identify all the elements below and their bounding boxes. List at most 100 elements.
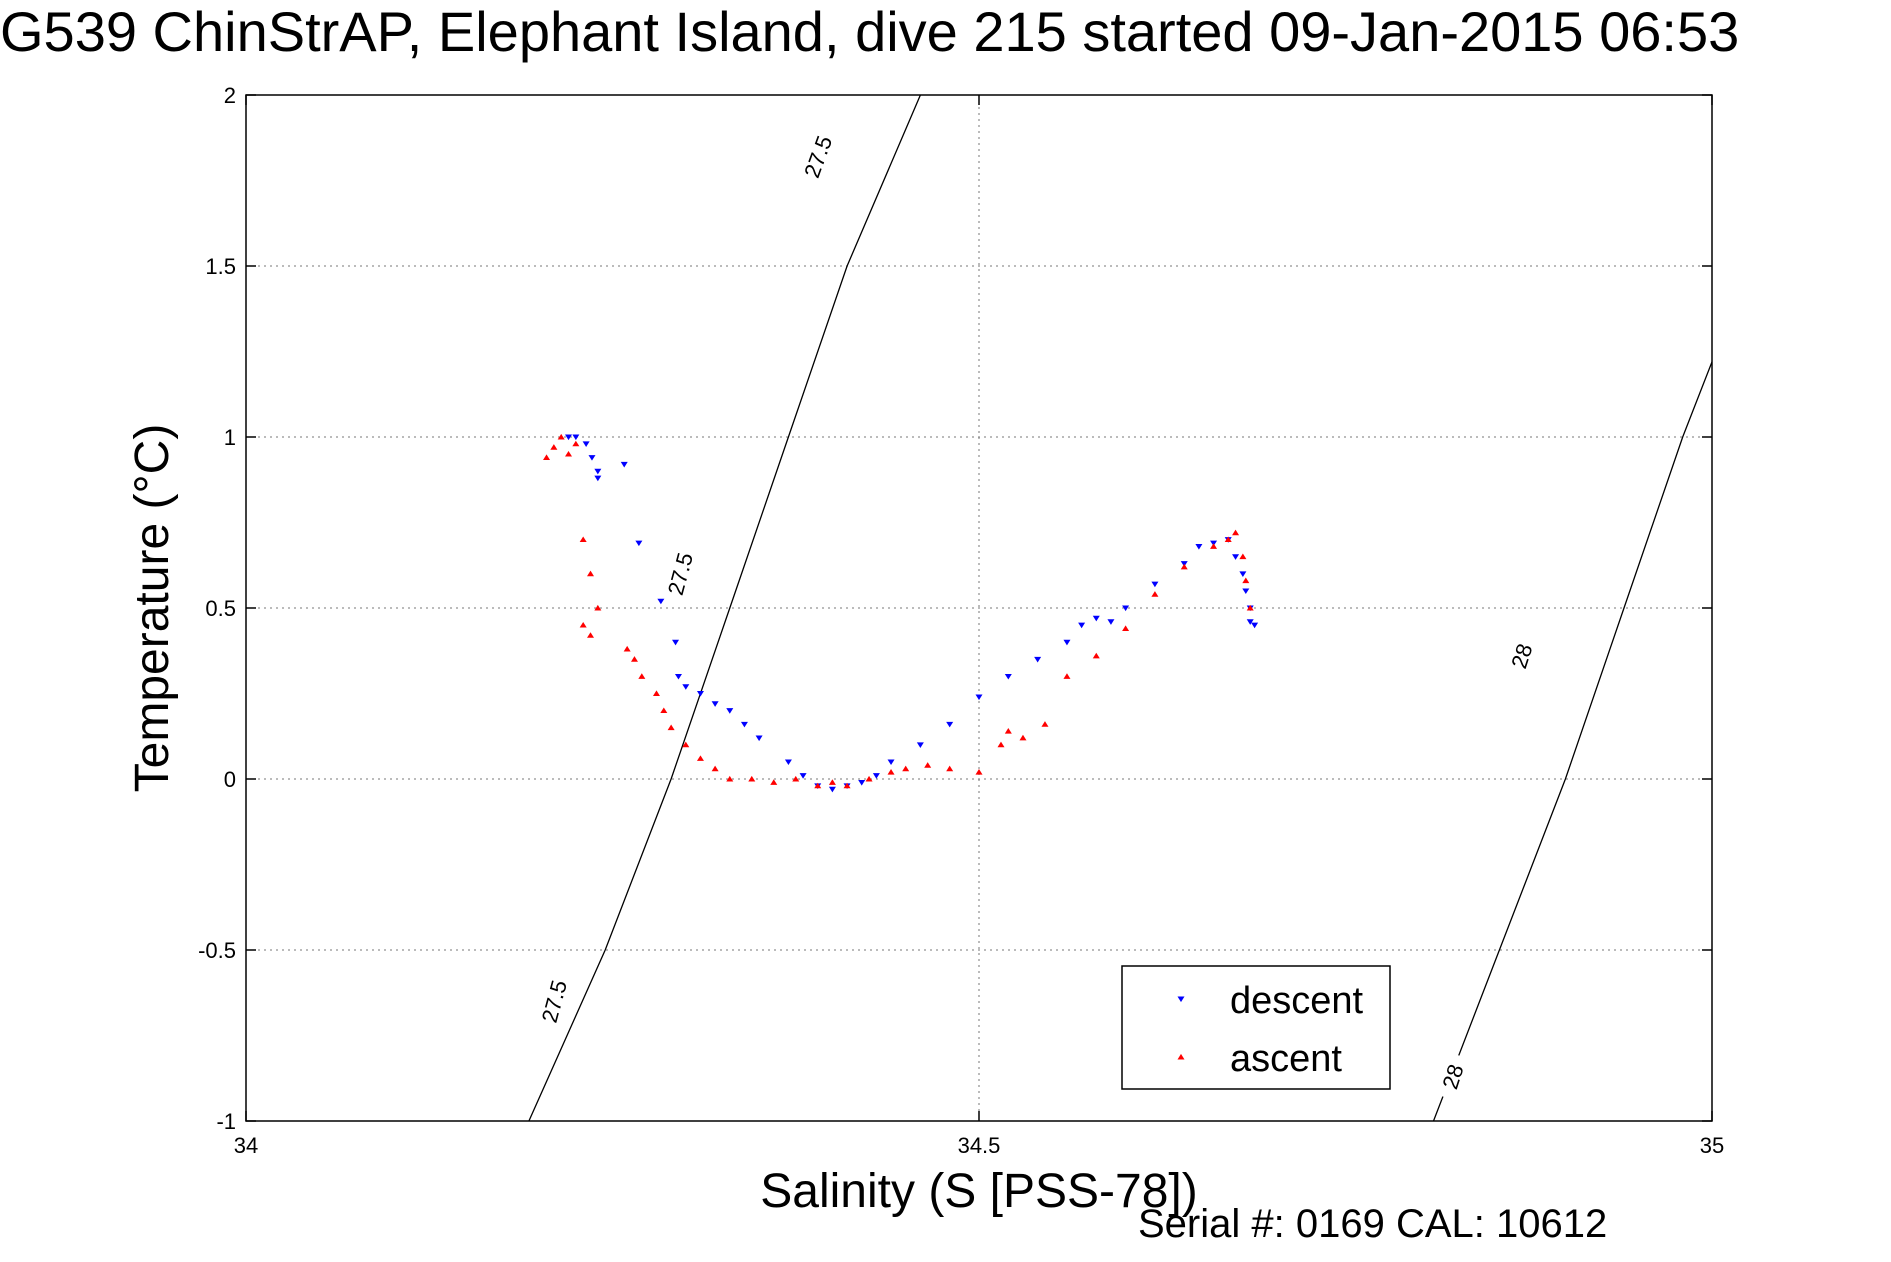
descent-point — [572, 434, 580, 441]
ascent-point — [623, 645, 631, 652]
ascent-point — [557, 433, 565, 440]
ascent-point — [726, 775, 734, 782]
contour-label: 27.5 — [537, 978, 572, 1026]
descent-point — [755, 735, 763, 742]
ascent-point — [579, 536, 587, 543]
ascent-point — [1239, 553, 1247, 560]
descent-point — [1034, 656, 1042, 663]
y-tick-label: -1 — [216, 1109, 236, 1134]
ascent-point — [587, 632, 595, 638]
descent-point — [682, 684, 690, 690]
ascent-point — [550, 444, 558, 450]
ascent-point — [887, 769, 895, 775]
ascent-point — [1122, 625, 1130, 631]
ascent-point — [572, 440, 580, 447]
descent-point — [1242, 588, 1250, 595]
descent-point — [784, 759, 792, 766]
ascent-point — [1180, 563, 1188, 570]
descent-point — [588, 455, 596, 461]
y-tick-label: -0.5 — [198, 938, 236, 963]
contour-label-bg — [534, 976, 574, 1027]
descent-point — [975, 694, 983, 701]
x-tick-label: 34 — [234, 1133, 258, 1158]
descent-point — [635, 540, 643, 547]
ascent-point — [630, 656, 638, 662]
legend-label-descent: descent — [1230, 980, 1364, 1022]
grid-lines — [245, 94, 1713, 1122]
ascent-point — [1041, 721, 1049, 727]
y-tick-label: 1 — [224, 425, 236, 450]
descent-point — [594, 475, 602, 482]
legend-marker-descent — [1177, 996, 1185, 1003]
x-axis-label: Salinity (S [PSS-78]) — [760, 1165, 1197, 1218]
ascent-point — [792, 775, 800, 782]
descent-point — [672, 639, 680, 646]
legend-marker-ascent — [1177, 1053, 1185, 1060]
ascent-point — [1232, 529, 1240, 536]
descent-point — [1063, 639, 1071, 646]
descent-point — [916, 742, 924, 748]
legend-box — [1121, 965, 1391, 1090]
descent-point — [1151, 581, 1159, 588]
descent-point — [1246, 619, 1254, 625]
descent-point — [657, 598, 665, 605]
ascent-point — [1224, 536, 1232, 543]
ascent-point — [667, 724, 675, 731]
ascent-point — [682, 741, 690, 748]
ascent-point — [696, 755, 704, 761]
descent-point — [711, 701, 719, 707]
descent-point — [594, 468, 602, 475]
descent-point — [946, 721, 954, 728]
y-axis-label: Temperature (°C) — [126, 424, 179, 793]
ascent-point — [814, 782, 822, 789]
legend: descent ascent — [1121, 965, 1391, 1090]
x-tick-label: 34.5 — [958, 1133, 1001, 1158]
ascent-point — [946, 765, 954, 772]
ascent-point — [902, 765, 910, 772]
descent-point — [1251, 622, 1259, 629]
ascent-point — [594, 604, 602, 611]
data-points — [543, 433, 1259, 793]
descent-point — [1078, 622, 1086, 629]
contour-label-bg — [797, 131, 839, 183]
descent-point — [887, 759, 895, 766]
ascent-point — [1242, 577, 1250, 584]
ascent-point — [924, 762, 932, 768]
ascent-point — [1004, 727, 1012, 734]
ascent-point — [587, 570, 595, 577]
descent-point — [620, 461, 628, 468]
serial-caption: Serial #: 0169 CAL: 10612 — [1138, 1202, 1608, 1246]
ascent-point — [843, 782, 851, 789]
ascent-point — [660, 707, 668, 714]
ascent-point — [1246, 604, 1254, 611]
chart-title: G539 ChinStrAP, Elephant Island, dive 21… — [0, 0, 1740, 63]
ascent-point — [748, 775, 756, 782]
y-ticks: -1 -0.5 0 0.5 1 1.5 2 — [198, 83, 1712, 1134]
ascent-point — [1063, 673, 1071, 679]
ascent-point — [1019, 734, 1027, 741]
contour-label-bg — [1432, 1051, 1473, 1102]
ascent-point — [579, 621, 587, 628]
legend-label-ascent: ascent — [1230, 1038, 1342, 1080]
contour-line-28 — [1432, 361, 1712, 1121]
ascent-point — [865, 775, 873, 782]
ascent-point — [711, 765, 719, 772]
ascent-point — [1210, 543, 1218, 549]
descent-point — [674, 673, 682, 680]
legend-item-descent: descent — [1177, 980, 1364, 1022]
ascent-point — [652, 690, 660, 696]
x-ticks: 34 34.5 35 — [234, 95, 1724, 1158]
ascent-point — [543, 454, 551, 460]
y-tick-label: 0 — [224, 767, 236, 792]
contour-label-bg — [1501, 630, 1542, 682]
descent-point — [799, 773, 807, 779]
descent-point — [696, 691, 704, 697]
ascent-point — [770, 779, 778, 785]
ascent-point — [1151, 591, 1159, 597]
y-tick-label: 1.5 — [205, 254, 236, 279]
ascent-point — [1092, 652, 1100, 659]
ascent-point — [565, 450, 573, 457]
contour-label: 27.5 — [663, 550, 698, 598]
descent-point — [872, 773, 880, 779]
